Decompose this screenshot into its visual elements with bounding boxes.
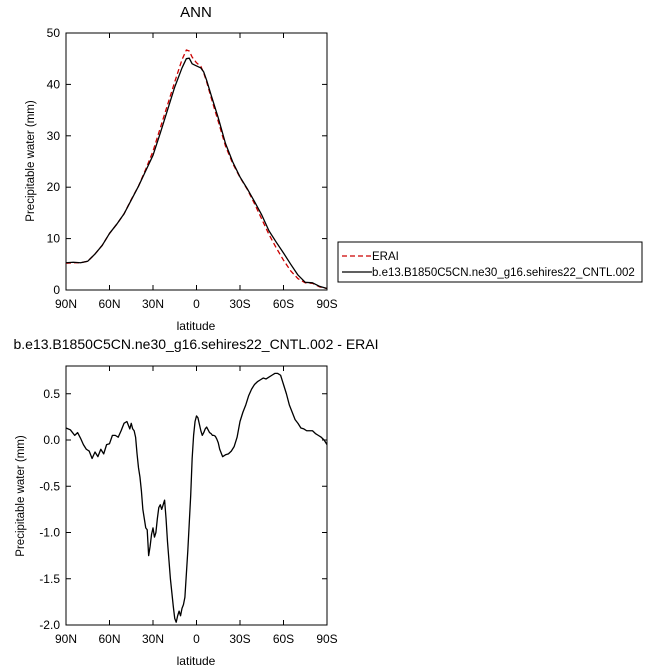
bottom-chart: b.e13.B1850C5CN.ne30_g16.sehires22_CNTL.…	[13, 336, 378, 668]
top-y-ticks: 0 10 20 30 40 50	[47, 26, 327, 297]
top-x-axis-label: latitude	[177, 319, 216, 333]
bottom-x-axis-label: latitude	[177, 654, 216, 668]
bottom-y-tick-label: -2.0	[39, 618, 60, 632]
legend-frame	[337, 241, 643, 283]
bottom-plot-frame	[65, 365, 328, 626]
bottom-y-tick-label: 0.0	[43, 433, 60, 447]
bottom-y-axis-label: Precipitable water (mm)	[15, 435, 27, 557]
bottom-x-tick-label: 30S	[229, 632, 250, 646]
top-x-tick-label: 30S	[229, 297, 250, 311]
top-y-axis-label: Precipitable water (mm)	[25, 100, 37, 222]
top-series-lines	[65, 49, 328, 290]
top-y-tick-label: 30	[47, 129, 61, 143]
bottom-chart-title: b.e13.B1850C5CN.ne30_g16.sehires22_CNTL.…	[13, 336, 378, 352]
legend: ERAI b.e13.B1850C5CN.ne30_g16.sehires22_…	[337, 241, 643, 283]
top-y-tick-label: 0	[53, 283, 60, 297]
bottom-series-lines	[65, 372, 328, 623]
top-y-tick-label: 10	[47, 232, 61, 246]
bottom-x-tick-label: 60N	[98, 632, 120, 646]
top-y-tick-label: 20	[47, 180, 61, 194]
bottom-x-tick-label: 60S	[273, 632, 294, 646]
bottom-y-tick-label: 0.5	[43, 387, 60, 401]
top-x-tick-label: 90N	[55, 297, 77, 311]
top-plot-frame	[65, 32, 328, 291]
top-chart: ANN 90N 60N 30N 0 30S 60S 90S 0 10 20 30 40 50 lati…	[25, 4, 338, 333]
bottom-y-tick-label: -1.5	[39, 572, 60, 586]
top-x-tick-label: 0	[193, 297, 200, 311]
bottom-y-tick-label: -1.0	[39, 526, 60, 540]
legend-label-model: b.e13.B1850C5CN.ne30_g16.sehires22_CNTL.…	[372, 267, 635, 279]
top-chart-title: ANN	[180, 4, 212, 21]
bottom-x-tick-label: 30N	[142, 632, 164, 646]
bottom-y-ticks: -2.0 -1.5 -1.0 -0.5 0.0 0.5	[39, 387, 327, 632]
top-series-line-1	[65, 57, 328, 290]
legend-label-erai: ERAI	[372, 251, 399, 263]
bottom-x-tick-label: 0	[193, 632, 200, 646]
bottom-x-tick-label: 90S	[316, 632, 337, 646]
top-series-line-0	[65, 49, 328, 290]
top-x-tick-label: 90S	[316, 297, 337, 311]
top-y-tick-label: 40	[47, 77, 61, 91]
bottom-series-line-0	[65, 372, 328, 623]
top-x-tick-label: 30N	[142, 297, 164, 311]
bottom-x-ticks: 90N 60N 30N 0 30S 60S 90S	[55, 366, 338, 646]
bottom-y-tick-label: -0.5	[39, 479, 60, 493]
top-x-tick-label: 60S	[273, 297, 294, 311]
top-x-tick-label: 60N	[98, 297, 120, 311]
top-x-ticks: 90N 60N 30N 0 30S 60S 90S	[55, 33, 338, 311]
bottom-x-tick-label: 90N	[55, 632, 77, 646]
top-y-tick-label: 50	[47, 26, 61, 40]
